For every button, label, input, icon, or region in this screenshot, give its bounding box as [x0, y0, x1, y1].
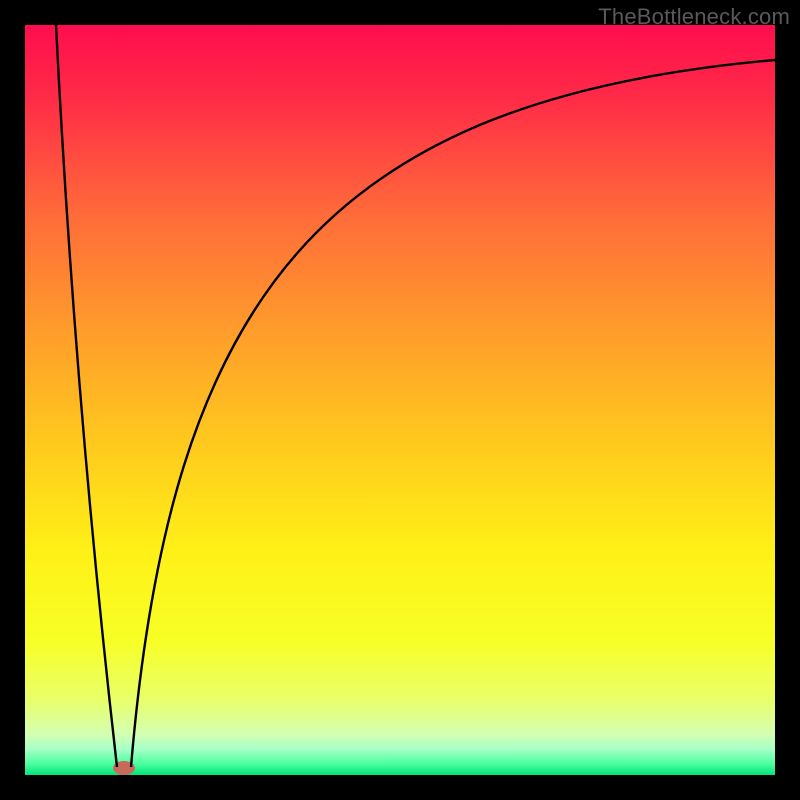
plot-background — [25, 25, 775, 775]
bottleneck-chart-svg — [0, 0, 800, 800]
chart-canvas: TheBottleneck.com — [0, 0, 800, 800]
watermark-text: TheBottleneck.com — [598, 4, 790, 30]
